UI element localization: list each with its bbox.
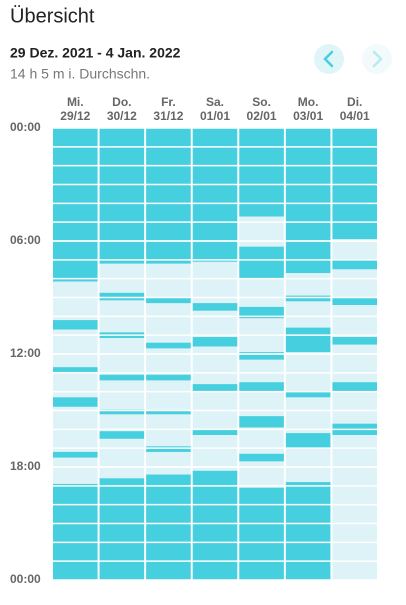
usage-segment: [285, 482, 331, 580]
usage-segment: [192, 470, 238, 580]
usage-segment: [192, 337, 238, 347]
usage-segment: [239, 453, 284, 462]
date-label: 29/12: [60, 109, 90, 123]
usage-segment: [53, 320, 98, 330]
usage-segment: [99, 374, 145, 381]
usage-segment: [53, 483, 98, 580]
usage-segment: [99, 409, 145, 415]
usage-segment: [239, 352, 284, 360]
date-label: 30/12: [107, 109, 137, 123]
day-label: Do.: [112, 95, 131, 109]
usage-segment: [239, 246, 284, 279]
usage-segment: [192, 128, 238, 262]
usage-segment: [239, 487, 284, 580]
y-tick-label: 06:00: [10, 233, 41, 247]
date-label: 31/12: [153, 109, 183, 123]
usage-segment: [99, 128, 145, 264]
day-label: So.: [252, 95, 271, 109]
usage-segment: [239, 416, 284, 428]
usage-segment: [285, 295, 331, 302]
prev-button[interactable]: [314, 44, 344, 74]
y-tick-label: 12:00: [10, 346, 41, 360]
next-button[interactable]: [362, 44, 392, 74]
average: 14 h 5 m i. Durchschn.: [10, 66, 150, 82]
usage-segment: [99, 431, 145, 439]
usage-segment: [192, 303, 238, 311]
usage-segment: [285, 433, 331, 449]
usage-segment: [285, 128, 331, 274]
usage-segment: [146, 128, 191, 264]
usage-segment: [239, 128, 284, 217]
usage-segment: [53, 367, 98, 372]
day-label: Di.: [347, 95, 362, 109]
day-label: Fr.: [161, 95, 176, 109]
date-range: 29 Dez. 2021 - 4 Jan. 2022: [10, 45, 181, 61]
usage-segment: [53, 128, 98, 282]
usage-segment: [99, 478, 145, 580]
usage-segment: [53, 397, 98, 407]
day-label: Mi.: [67, 95, 84, 109]
usage-segment: [99, 292, 145, 301]
usage-segment: [146, 446, 191, 452]
usage-segment: [332, 382, 377, 392]
date-label: 02/01: [247, 109, 277, 123]
usage-segment: [332, 297, 377, 306]
usage-segment: [332, 259, 377, 270]
usage-segment: [239, 306, 284, 319]
y-tick-label: 18:00: [10, 459, 41, 473]
date-label: 01/01: [200, 109, 230, 123]
usage-segment: [146, 374, 191, 381]
usage-segment: [192, 429, 238, 435]
usage-segment: [285, 327, 331, 353]
usage-segment: [146, 342, 191, 349]
y-tick-label: 00:00: [10, 572, 41, 586]
usage-segment: [146, 297, 191, 304]
day-label: Sa.: [206, 95, 224, 109]
usage-segment: [285, 391, 331, 398]
day-label: Mo.: [298, 95, 319, 109]
usage-segment: [332, 337, 377, 345]
usage-segment: [53, 451, 98, 458]
y-tick-label: 00:00: [10, 120, 41, 134]
date-label: 04/01: [340, 109, 370, 123]
usage-segment: [239, 382, 284, 392]
date-label: 03/01: [293, 109, 323, 123]
usage-segment: [192, 384, 238, 392]
page-title: Übersicht: [10, 5, 95, 27]
usage-segment: [146, 474, 191, 580]
usage-segment: [146, 410, 191, 415]
